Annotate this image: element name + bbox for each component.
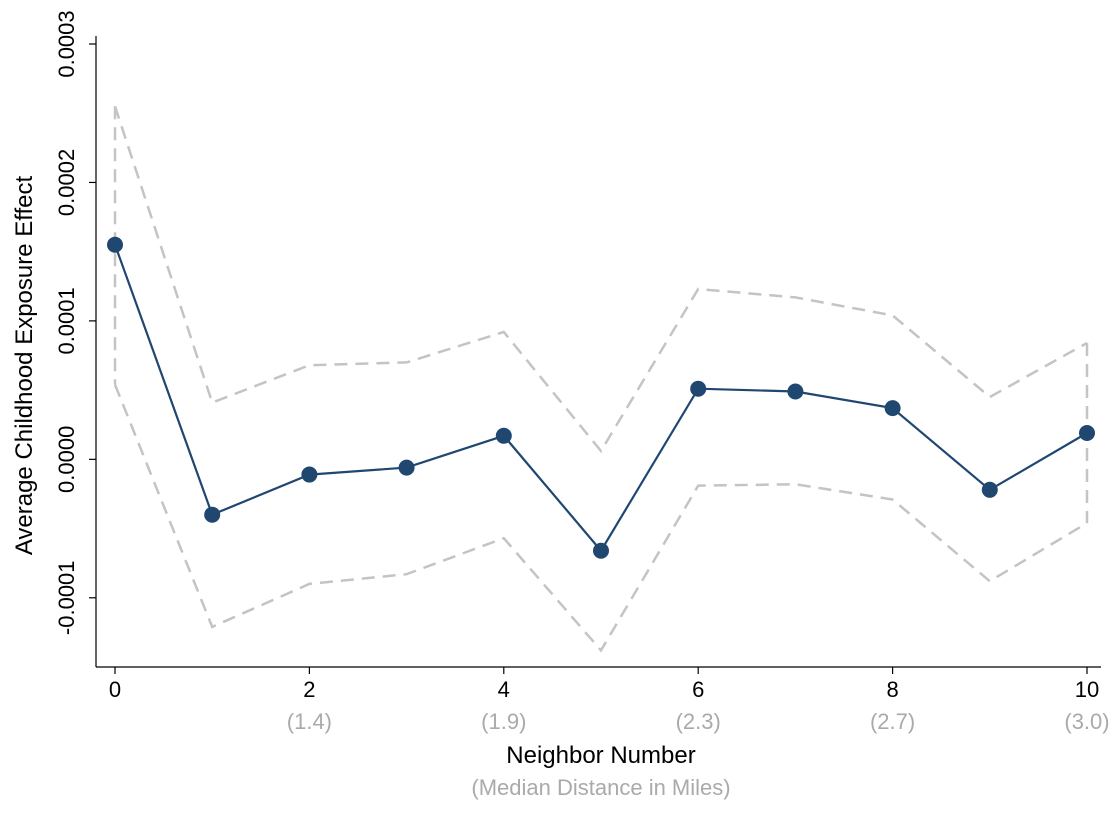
confidence-band (113, 105, 1089, 653)
x-axis-subtitle: (Median Distance in Miles) (471, 775, 730, 800)
x-tick-distance-label: (2.7) (870, 709, 915, 734)
x-tick-distance-label: (1.9) (481, 709, 526, 734)
x-tick-label: 6 (692, 677, 704, 702)
x-tick-distance-label: (1.4) (287, 709, 332, 734)
x-tick-label: 10 (1075, 677, 1099, 702)
estimate-point (884, 400, 901, 417)
y-tick-label: 0.0001 (54, 287, 79, 354)
estimate-point (107, 236, 123, 253)
estimate-point (398, 459, 415, 476)
y-axis-title: Average Childhood Exposure Effect (11, 175, 38, 555)
y-tick-label: 0.0000 (54, 426, 79, 493)
x-tick-label: 8 (886, 677, 898, 702)
estimate-series (107, 236, 1095, 559)
x-tick-label: 2 (303, 677, 315, 702)
estimate-line (113, 244, 1088, 553)
x-tick-label: 0 (109, 677, 121, 702)
y-tick-label: 0.0002 (54, 149, 79, 216)
estimate-point (593, 542, 609, 559)
lower-ci-line (113, 384, 1088, 653)
y-tick-label: -0.0001 (54, 560, 79, 635)
estimate-point (301, 466, 318, 483)
estimate-point (1079, 425, 1095, 442)
upper-ci-line (113, 105, 1088, 454)
estimate-point (981, 481, 998, 498)
estimate-point (204, 506, 221, 523)
x-tick-distance-label: (2.3) (676, 709, 721, 734)
y-axis-ticks: -0.0001 0.0000 0.0001 0.0002 0.0003 (54, 10, 96, 635)
estimate-point (495, 427, 512, 444)
x-axis-ticks: 0 2 (1.4) 4 (1.9) 6 (2.3) 8 (2.7) 10 (3.0) (109, 667, 1110, 734)
estimate-point (690, 380, 707, 397)
x-axis-title: Neighbor Number (506, 742, 695, 769)
y-tick-label: 0.0003 (54, 10, 79, 77)
estimate-point (787, 383, 804, 400)
x-tick-distance-label: (3.0) (1064, 709, 1109, 734)
x-tick-label: 4 (498, 677, 510, 702)
